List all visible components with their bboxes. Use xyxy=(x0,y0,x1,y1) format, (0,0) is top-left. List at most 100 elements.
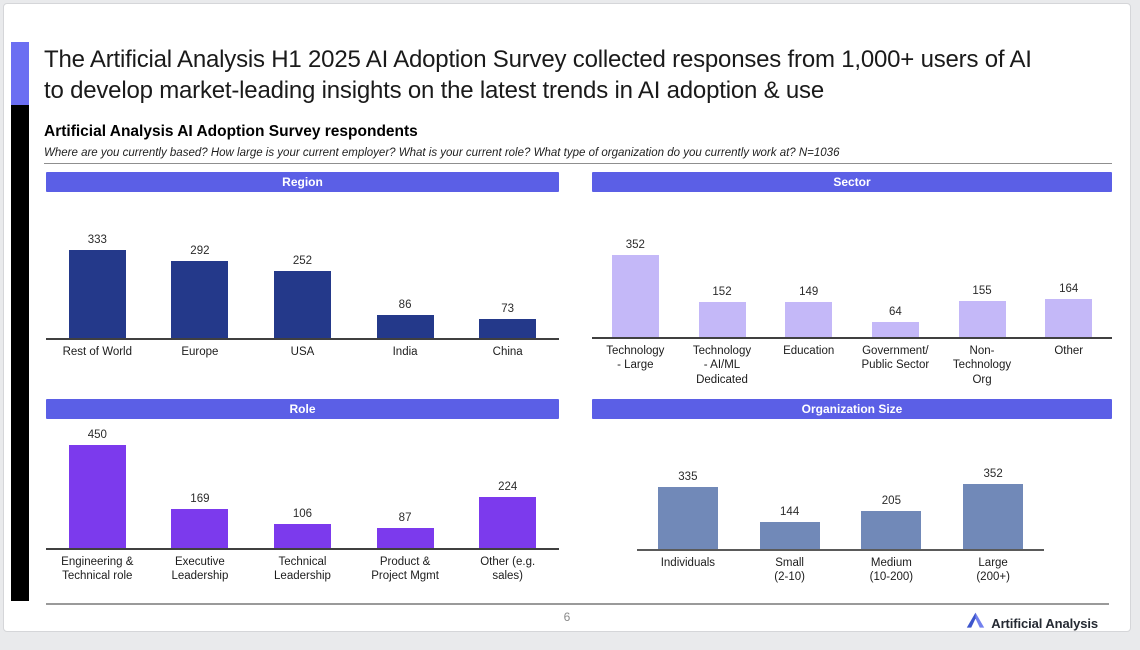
bar-cell: 169 xyxy=(149,493,252,548)
category-label: Individuals xyxy=(660,557,716,569)
organization-size-chart-header: Organization Size xyxy=(592,399,1112,419)
role-chart-plot: 450 169 106 87 224 xyxy=(46,419,559,550)
bar-value-label: 149 xyxy=(799,286,819,299)
bar-cell: 352 xyxy=(942,468,1044,549)
bar-cell: 86 xyxy=(354,299,457,338)
bar xyxy=(698,301,746,337)
bar-cell: 352 xyxy=(592,239,679,337)
bar xyxy=(68,250,126,338)
category-label: Non- Technology Org xyxy=(952,345,1012,386)
bar xyxy=(273,271,331,338)
bar xyxy=(68,445,126,548)
region-chart-labels: Rest of World Europe USA India China xyxy=(46,345,559,359)
bar-value-label: 73 xyxy=(501,302,515,315)
category-label: Europe xyxy=(181,346,219,358)
sector-chart-header: Sector xyxy=(592,172,1112,192)
bar xyxy=(871,322,919,337)
role-chart: Role 450 169 106 87 224 Engineering & Techni… xyxy=(46,399,559,584)
bar xyxy=(171,260,229,338)
bar-value-label: 352 xyxy=(983,468,1003,480)
bar xyxy=(861,511,922,549)
bar-cell: 292 xyxy=(149,245,252,338)
bar-value-label: 86 xyxy=(398,299,412,312)
category-label: Large (200+) xyxy=(976,557,1010,584)
bar-value-label: 352 xyxy=(625,239,645,251)
organization-size-chart-labels: Individuals Small (2-10) Medium (10-200) La… xyxy=(637,556,1044,585)
bar-cell: 205 xyxy=(841,495,943,549)
category-label: Technology - Large xyxy=(606,345,665,372)
category-label: Medium (10-200) xyxy=(869,557,914,584)
bar-value-label: 335 xyxy=(678,471,698,484)
bar xyxy=(759,522,820,549)
bar-cell: 164 xyxy=(1025,283,1112,337)
footer-divider xyxy=(46,603,1109,605)
category-label: Technical Leadership xyxy=(274,556,331,583)
category-label: India xyxy=(392,346,418,358)
region-chart: Region 333 292 252 86 73 Rest of World Europe… xyxy=(46,172,559,359)
bar-value-label: 450 xyxy=(87,429,107,441)
bar-cell: 149 xyxy=(765,286,852,337)
bar-cell: 64 xyxy=(852,306,939,337)
category-label: USA xyxy=(290,346,315,358)
bar-value-label: 144 xyxy=(780,506,800,519)
bar xyxy=(1045,298,1093,337)
content-accent-bar xyxy=(11,105,29,601)
bar-value-label: 152 xyxy=(712,285,732,298)
role-chart-labels: Engineering & Technical role Executive Le… xyxy=(46,555,559,584)
bar-value-label: 252 xyxy=(292,255,313,268)
chart-group-title: Artificial Analysis AI Adoption Survey r… xyxy=(44,123,418,140)
artificial-analysis-logo-icon xyxy=(966,611,985,635)
artificial-analysis-logo: Artificial Analysis xyxy=(966,611,1098,635)
artificial-analysis-logo-text: Artificial Analysis xyxy=(991,615,1098,631)
sector-chart-labels: Technology - Large Technology - AI/ML Ded… xyxy=(592,344,1112,387)
category-label: Product & Project Mgmt xyxy=(371,556,439,583)
category-label: Executive Leadership xyxy=(171,556,229,583)
bar-value-label: 292 xyxy=(190,244,210,257)
bar-value-label: 205 xyxy=(881,495,901,508)
presentation-slide: The Artificial Analysis H1 2025 AI Adopt… xyxy=(3,3,1131,632)
page-number: 6 xyxy=(563,610,571,624)
bar-cell: 333 xyxy=(46,234,149,338)
bar-cell: 144 xyxy=(739,506,841,549)
category-label: Small (2-10) xyxy=(774,557,805,584)
survey-question-line: Where are you currently based? How large… xyxy=(44,147,840,159)
category-label: Engineering & Technical role xyxy=(61,556,134,583)
bar xyxy=(171,509,229,548)
bar-cell: 155 xyxy=(939,285,1026,337)
bar xyxy=(958,300,1006,337)
title-accent-bar xyxy=(11,42,29,105)
bar xyxy=(785,302,833,337)
sector-chart-plot: 352 152 149 64 155 164 xyxy=(592,192,1112,339)
bar xyxy=(479,496,537,548)
bar-value-label: 224 xyxy=(498,480,518,493)
slide-title: The Artificial Analysis H1 2025 AI Adopt… xyxy=(44,46,1032,105)
bar xyxy=(376,315,434,338)
bar-value-label: 87 xyxy=(398,512,412,525)
bar-value-label: 333 xyxy=(87,234,107,246)
bar-value-label: 164 xyxy=(1059,282,1079,295)
bar-cell: 152 xyxy=(679,286,766,337)
category-label: China xyxy=(492,346,523,358)
bar xyxy=(273,523,331,548)
bar-cell: 106 xyxy=(251,508,354,548)
bar-value-label: 169 xyxy=(190,493,210,506)
category-label: Education xyxy=(783,345,835,357)
bar xyxy=(963,484,1024,549)
bar-cell: 335 xyxy=(637,471,739,549)
bar-cell: 252 xyxy=(251,255,354,338)
category-label: Other (e.g. sales) xyxy=(480,556,536,583)
category-label: Other xyxy=(1054,345,1084,357)
sector-chart: Sector 352 152 149 64 155 164 Technology - La… xyxy=(592,172,1112,387)
category-label: Technology - AI/ML Dedicated xyxy=(692,345,752,386)
bar-cell: 224 xyxy=(456,481,559,548)
role-chart-header: Role xyxy=(46,399,559,419)
region-chart-plot: 333 292 252 86 73 xyxy=(46,192,559,340)
bar xyxy=(611,255,659,337)
bar xyxy=(657,487,718,549)
bar-value-label: 64 xyxy=(888,306,902,319)
organization-size-chart: Organization Size 335 144 205 352 Individua… xyxy=(592,399,1112,585)
bar xyxy=(479,318,537,338)
region-chart-header: Region xyxy=(46,172,559,192)
bar-cell: 87 xyxy=(354,512,457,548)
header-divider xyxy=(44,163,1112,164)
